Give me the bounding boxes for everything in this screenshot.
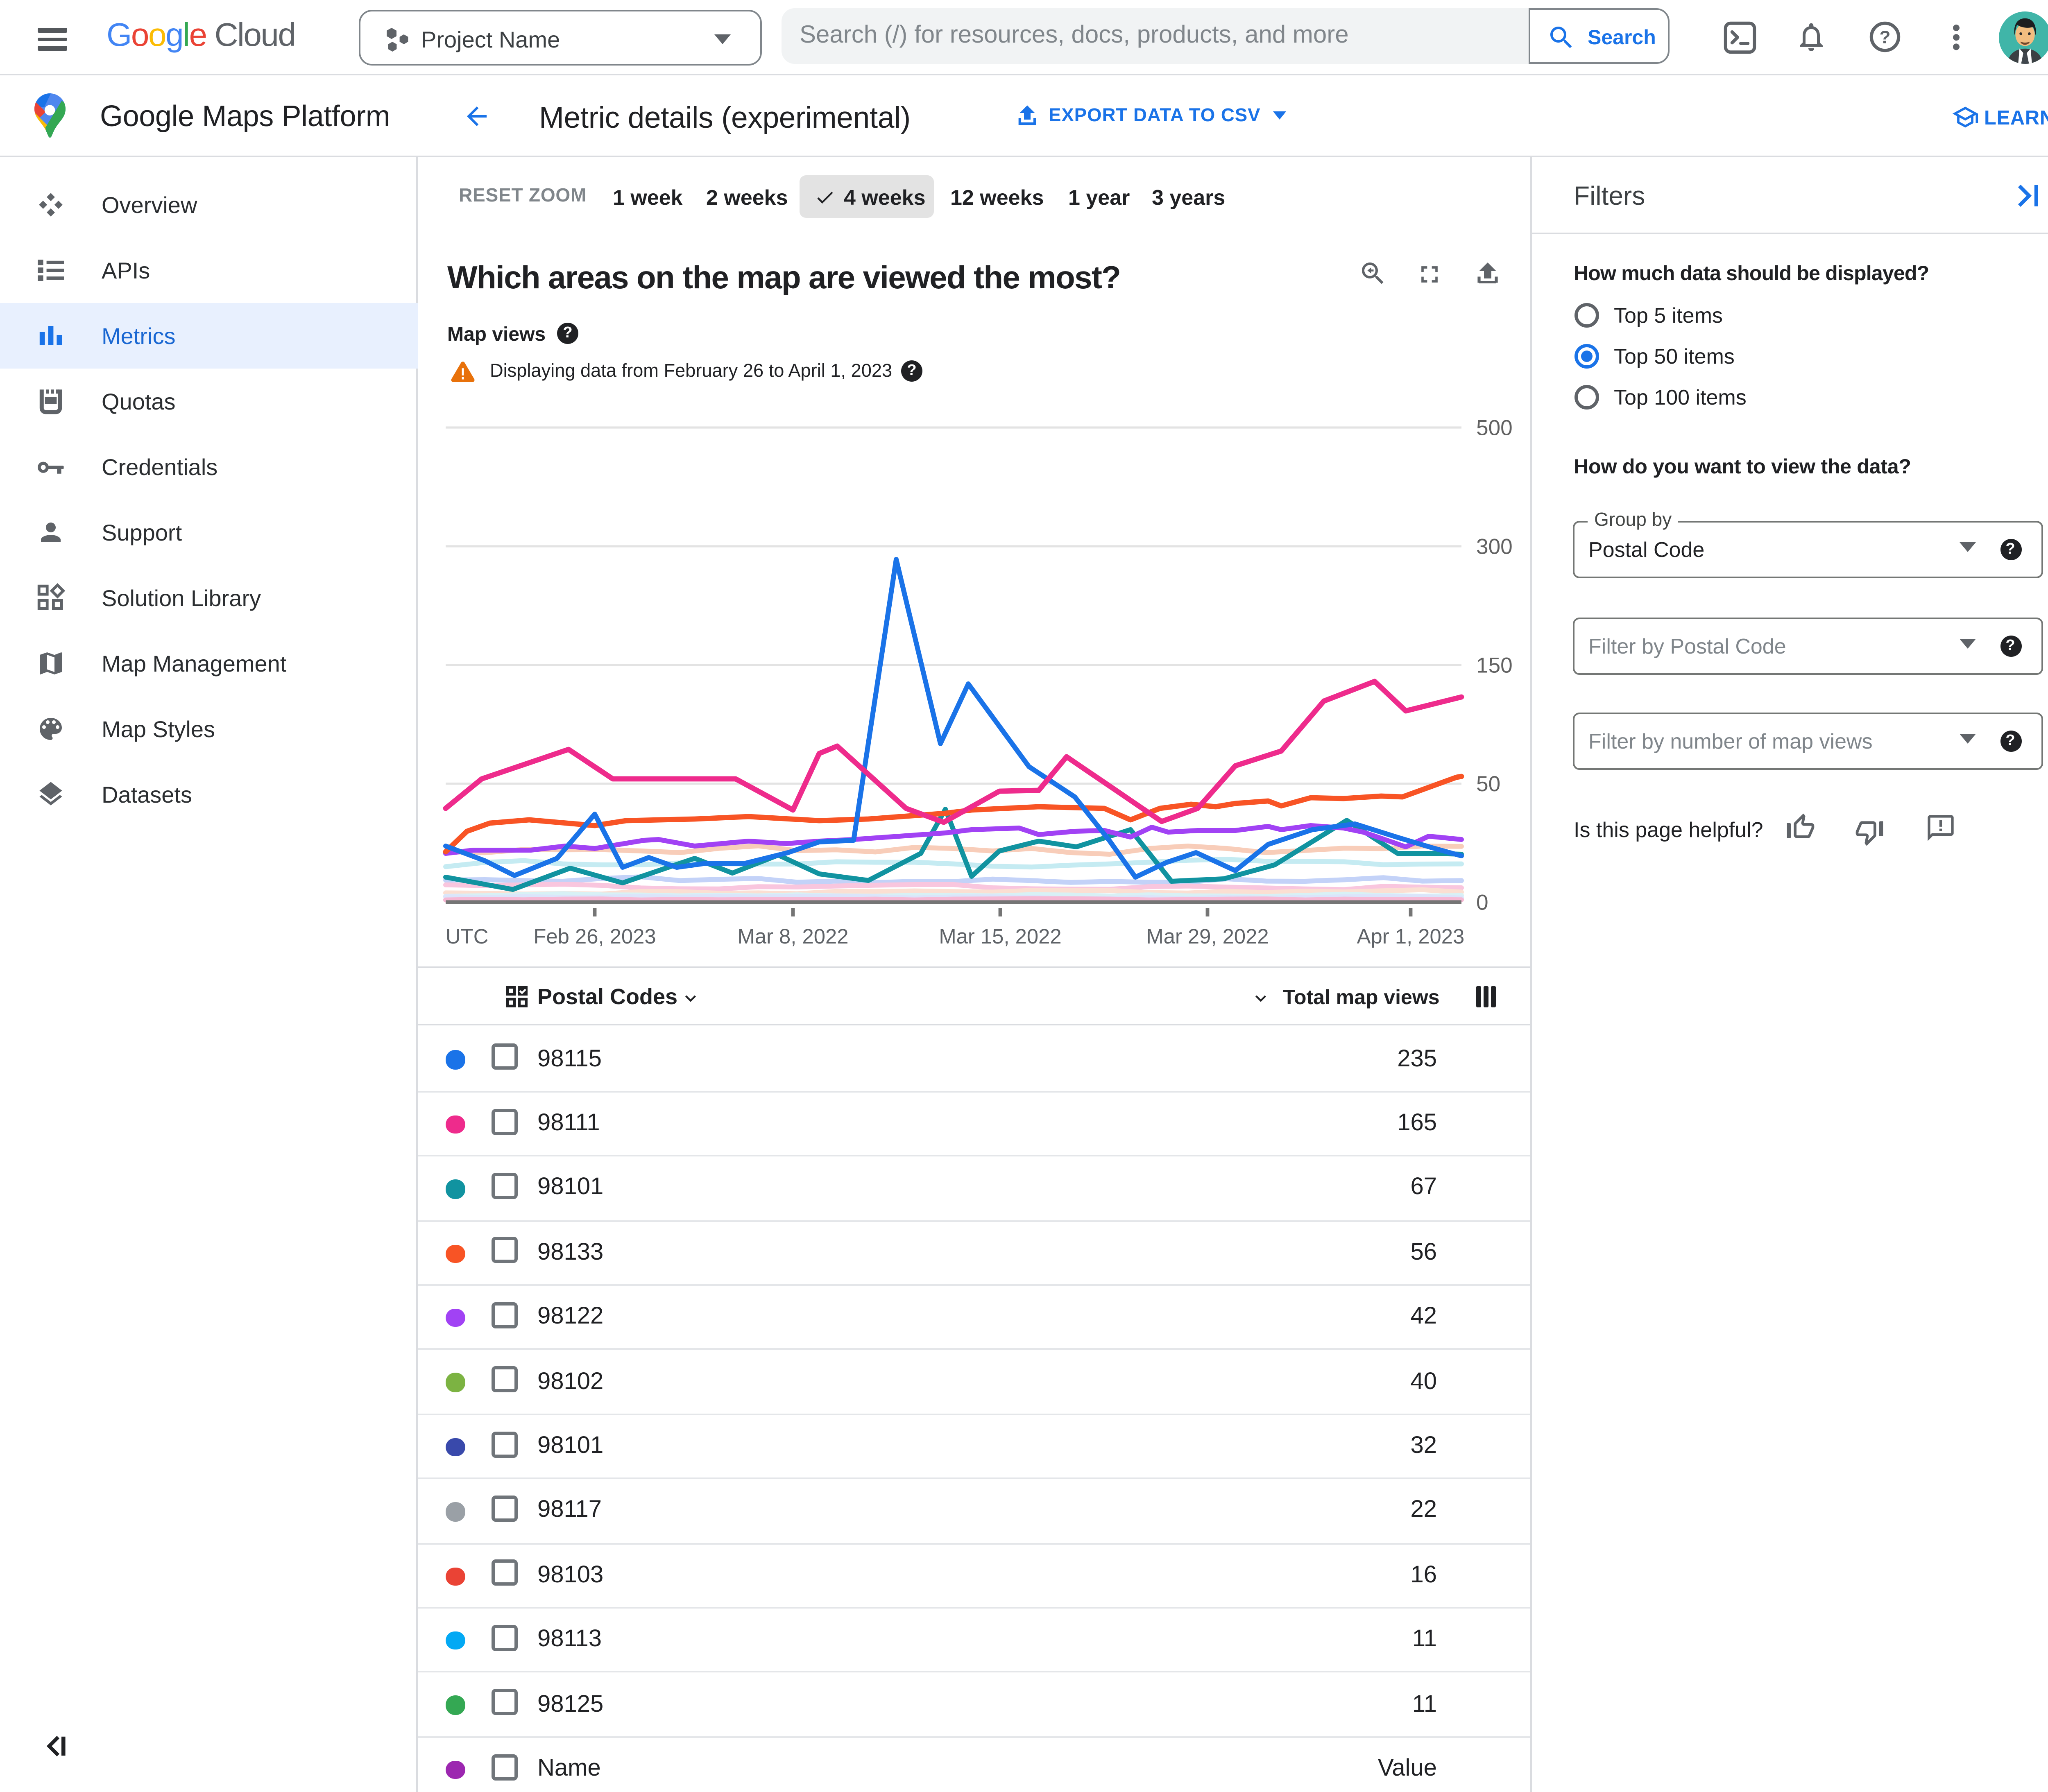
svg-text:500: 500 [1476, 416, 1513, 440]
svg-text:Apr 1, 2023: Apr 1, 2023 [1357, 925, 1465, 948]
svg-text:Feb 26, 2023: Feb 26, 2023 [533, 925, 656, 948]
svg-text:?: ? [1880, 27, 1891, 48]
svg-text:300: 300 [1476, 534, 1513, 559]
svg-text:0: 0 [1476, 891, 1488, 915]
svg-text:UTC: UTC [446, 925, 488, 948]
svg-text:150: 150 [1476, 653, 1513, 677]
svg-text:Mar 29, 2022: Mar 29, 2022 [1146, 925, 1269, 948]
svg-text:50: 50 [1476, 772, 1500, 796]
svg-text:Mar 8, 2022: Mar 8, 2022 [737, 925, 848, 948]
svg-text:Mar 15, 2022: Mar 15, 2022 [939, 925, 1061, 948]
